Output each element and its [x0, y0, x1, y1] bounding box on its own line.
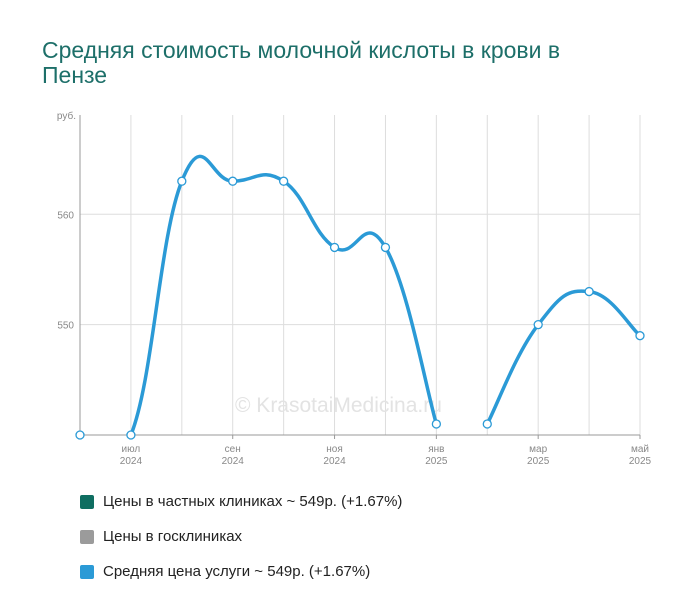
legend-item-public[interactable]: Цены в госклиниках [80, 519, 402, 554]
watermark: © KrasotaiMedicina.ru [235, 394, 442, 417]
data-point [329, 242, 340, 253]
data-point [431, 419, 442, 429]
x-tick-label-year: 2024 [222, 456, 245, 467]
x-tick-label-year: 2025 [527, 456, 550, 467]
legend-swatch-private [80, 494, 94, 509]
data-point [278, 176, 289, 186]
x-tick-label-year: 2025 [629, 456, 652, 467]
x-tick-label-month: май [631, 444, 649, 455]
chart-title: Средняя стоимость молочной кислоты в кро… [42, 37, 561, 88]
x-tick-label-year: 2024 [323, 456, 346, 467]
x-tick-label-month: янв [428, 444, 444, 455]
legend-label-private: Цены в частных клиниках ~ 549р. (+1.67%) [103, 493, 403, 510]
legend-item-average[interactable]: Средняя цена услуги ~ 549р. (+1.67%) [80, 554, 402, 589]
data-point [533, 320, 543, 330]
x-tick-label-month: ноя [326, 444, 343, 455]
data-point [635, 331, 645, 341]
axes: 550560руб.июл2024сен2024ноя2024янв2025ма… [57, 110, 652, 467]
y-tick-label: 560 [57, 210, 74, 221]
x-tick-label-year: 2025 [425, 456, 448, 467]
data-point [584, 286, 594, 297]
legend-item-private[interactable]: Цены в частных клиниках ~ 549р. (+1.67%) [80, 484, 402, 519]
data-point [380, 242, 391, 253]
y-unit-label: руб. [57, 110, 76, 122]
x-tick-label-month: сен [225, 444, 241, 455]
legend-label-public: Цены в госклиниках [103, 528, 243, 545]
x-tick-label-year: 2024 [120, 456, 143, 467]
data-point [482, 419, 492, 429]
data-points [75, 176, 645, 440]
series-line-segment [485, 289, 642, 426]
y-tick-label: 550 [57, 321, 74, 332]
x-tick-label-month: мар [529, 444, 547, 455]
x-tick-label-month: июл [122, 444, 141, 455]
grid [80, 115, 641, 435]
legend-swatch-public [80, 529, 94, 544]
legend: Цены в частных клиниках ~ 549р. (+1.67%)… [80, 484, 402, 589]
legend-label-average: Средняя цена услуги ~ 549р. (+1.67%) [103, 563, 371, 580]
data-point [228, 176, 238, 186]
data-point [126, 430, 136, 440]
legend-swatch-average [80, 564, 94, 579]
data-point [75, 430, 85, 440]
data-point [177, 176, 187, 186]
